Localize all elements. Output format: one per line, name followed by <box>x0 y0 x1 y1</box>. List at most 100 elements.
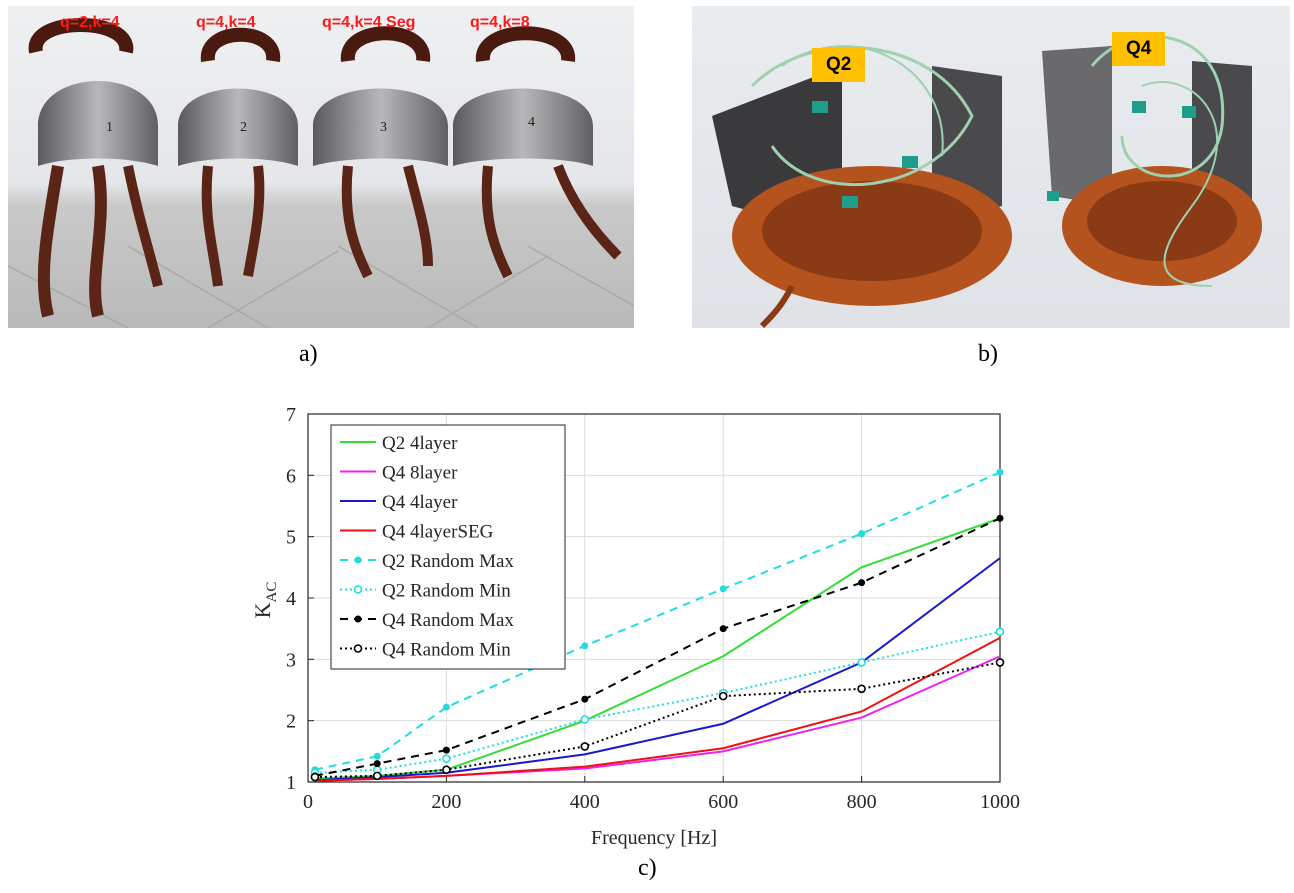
data-point <box>581 695 589 703</box>
data-point <box>996 514 1004 522</box>
data-point <box>996 468 1004 476</box>
caption-c: c) <box>638 855 657 881</box>
legend-box <box>330 424 566 670</box>
legend-entry-q4-4layer: Q4 4layer <box>340 492 458 513</box>
y-tick-label: 1 <box>286 772 296 794</box>
legend-label: Q2 4layer <box>382 433 458 454</box>
legend-label: Q4 4layer <box>382 492 458 513</box>
legend-label: Q4 Random Max <box>382 610 514 631</box>
series-line <box>314 661 1001 779</box>
data-point <box>718 691 728 701</box>
x-tick-label: 0 <box>303 791 313 813</box>
stator-label-3: q=4,k=4 Seg <box>322 14 416 31</box>
series-line <box>314 655 1001 782</box>
chart-grid <box>307 413 1001 783</box>
y-axis-label-sub: AC <box>264 582 280 603</box>
stator-segment-4 <box>453 26 622 279</box>
legend-entry-q4-8layer: Q4 8layer <box>340 463 458 484</box>
series-q4-4layerseg <box>314 636 1001 782</box>
data-point <box>310 772 320 782</box>
data-point <box>311 772 319 780</box>
data-point <box>372 771 382 781</box>
data-point <box>858 579 866 587</box>
data-point <box>442 746 450 754</box>
data-point <box>373 752 381 760</box>
data-point <box>581 642 589 650</box>
y-tick-label: 7 <box>286 404 296 426</box>
legend-entry-q4-4layerseg: Q4 4layerSEG <box>340 522 494 543</box>
data-point <box>580 742 590 751</box>
data-point <box>311 766 319 774</box>
data-point <box>442 765 451 775</box>
series-q4-4layer <box>314 557 1001 782</box>
data-point <box>580 715 590 724</box>
legend-entry-q2-random-max: Q2 Random Max <box>340 551 514 572</box>
legend-entry-q4-random-min: Q4 Random Min <box>340 640 511 661</box>
caption-b: b) <box>978 341 998 367</box>
data-point <box>442 754 451 763</box>
data-point <box>858 530 866 538</box>
x-tick-label: 600 <box>708 791 738 813</box>
y-axis-ticks: 1 2 3 4 5 6 7 <box>286 404 314 794</box>
svg-text:KAC: KAC <box>250 582 280 619</box>
y-tick-label: 5 <box>286 527 296 549</box>
data-point <box>719 585 727 593</box>
legend-entry-q2-random-min: Q2 Random Min <box>340 581 511 602</box>
series-line <box>314 557 1001 782</box>
legend-label: Q2 Random Min <box>382 581 511 602</box>
series-q2-random-min <box>310 627 1005 778</box>
y-tick-label: 3 <box>286 649 296 671</box>
series-q4-random-max <box>311 514 1004 780</box>
stator-segment-3 <box>313 26 448 279</box>
y-tick-label: 2 <box>286 711 296 733</box>
series-q2-random-max <box>311 468 1004 774</box>
motorette-q4 <box>1042 35 1262 287</box>
data-point <box>995 627 1005 637</box>
y-axis-label: KAC <box>250 582 280 619</box>
data-point <box>857 684 866 694</box>
x-axis-label: Frequency [Hz] <box>591 827 717 849</box>
series-q4-random-min <box>310 658 1005 782</box>
series-q4-8layer <box>314 655 1001 782</box>
y-tick-label: 4 <box>286 588 296 610</box>
series-line <box>314 630 1001 774</box>
data-point <box>442 703 450 711</box>
chart-legend: Q2 4layer Q4 8layer Q4 4layer Q4 4layerSEG Q… <box>330 424 566 670</box>
data-point <box>372 765 382 775</box>
stator-number-4: 4 <box>528 115 535 130</box>
motorettes-illustration <box>712 35 1262 328</box>
stator-segment-1 <box>28 18 163 318</box>
legend-label: Q2 Random Max <box>382 551 514 572</box>
legend-label: Q4 4layerSEG <box>382 522 494 543</box>
series-line <box>314 517 1001 777</box>
x-tick-label: 800 <box>847 791 877 813</box>
plot-frame <box>307 413 1001 783</box>
stator-number-2: 2 <box>240 120 247 135</box>
legend-marker <box>354 615 362 623</box>
data-point <box>373 760 381 768</box>
stator-segment-2 <box>178 27 298 287</box>
data-point <box>719 625 727 633</box>
stator-label-2: q=4,k=4 <box>196 14 256 31</box>
stator-number-3: 3 <box>380 120 387 135</box>
series-line <box>314 517 1001 780</box>
y-axis-label-main: K <box>250 602 275 618</box>
x-axis-ticks: 0 200 400 600 800 1000 <box>303 776 1020 813</box>
chart-series <box>310 468 1005 782</box>
series-line <box>314 471 1001 771</box>
data-point <box>310 768 320 778</box>
x-tick-label: 1000 <box>980 791 1020 813</box>
series-q2-4layer <box>314 517 1001 780</box>
stator-segments-illustration: 1 2 3 4 <box>8 18 634 328</box>
data-point <box>857 658 866 667</box>
caption-a: a) <box>299 341 318 367</box>
legend-label: Q4 Random Min <box>382 640 511 661</box>
stator-number-1: 1 <box>106 120 113 135</box>
photo-motorettes: Q2 Q4 <box>692 6 1290 328</box>
x-tick-label: 400 <box>570 791 600 813</box>
photo-stator-segments: 1 2 3 4 q=2,k=4 q=4,k=4 q=4,k=4 Seg q=4,… <box>8 6 634 328</box>
x-tick-label: 200 <box>431 791 461 813</box>
motorette-q2 <box>712 45 1012 328</box>
series-line <box>314 636 1001 782</box>
tag-q4: Q4 <box>1112 32 1166 66</box>
